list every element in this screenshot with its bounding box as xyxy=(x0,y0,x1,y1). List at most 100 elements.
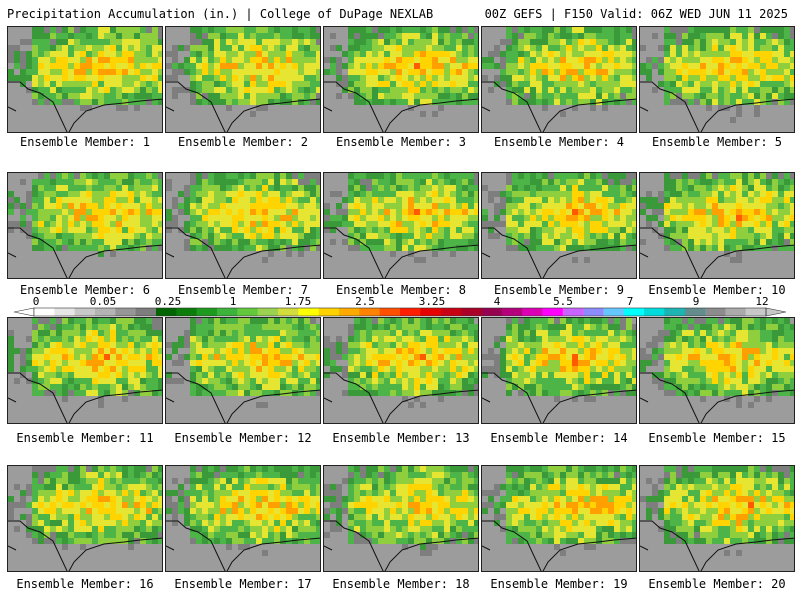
precip-map xyxy=(8,466,162,571)
scale-tick-label: 0.25 xyxy=(154,295,182,308)
scale-swatch xyxy=(339,308,360,316)
precip-map xyxy=(640,318,794,423)
member-label-18: Ensemble Member: 18 xyxy=(332,577,470,591)
scale-swatch xyxy=(623,308,645,316)
member-panel-14 xyxy=(481,317,637,424)
precip-map xyxy=(324,466,478,571)
member-label-16: Ensemble Member: 16 xyxy=(16,577,154,591)
scale-swatch xyxy=(95,308,116,316)
coastline xyxy=(8,520,162,571)
scale-swatch xyxy=(644,308,665,316)
scale-tick-label: 0.05 xyxy=(89,295,117,308)
member-label-3: Ensemble Member: 3 xyxy=(335,135,467,149)
precip-map xyxy=(166,318,320,423)
member-panel-3 xyxy=(323,26,479,133)
member-panel-20 xyxy=(639,465,795,572)
coastline xyxy=(482,81,636,132)
member-panel-16 xyxy=(7,465,163,572)
scale-tick-label: 1 xyxy=(229,295,237,308)
precip-map xyxy=(8,27,162,132)
scale-swatch xyxy=(725,308,747,316)
scale-swatch xyxy=(54,308,76,316)
precip-map xyxy=(482,466,636,571)
scale-swatch xyxy=(74,308,96,316)
coastline xyxy=(324,81,478,132)
member-panel-11 xyxy=(7,317,163,424)
scale-swatch xyxy=(705,308,726,316)
precip-map xyxy=(640,173,794,278)
color-scale-bar xyxy=(13,307,787,317)
precip-map xyxy=(482,173,636,278)
scale-swatch xyxy=(420,308,442,316)
member-label-20: Ensemble Member: 20 xyxy=(648,577,786,591)
precip-map xyxy=(324,318,478,423)
precip-map xyxy=(324,173,478,278)
precip-map xyxy=(482,27,636,132)
precip-map xyxy=(166,27,320,132)
precip-map xyxy=(166,466,320,571)
member-label-14: Ensemble Member: 14 xyxy=(490,431,628,445)
member-panel-18 xyxy=(323,465,479,572)
scale-swatch xyxy=(440,308,462,316)
scale-swatch xyxy=(522,308,543,316)
precip-map xyxy=(640,466,794,571)
coastline xyxy=(640,520,794,571)
scale-tick-label: 7 xyxy=(626,295,634,308)
scale-tick-label: 3.25 xyxy=(418,295,446,308)
member-panel-10 xyxy=(639,172,795,279)
member-label-11: Ensemble Member: 11 xyxy=(16,431,154,445)
coastline xyxy=(166,520,320,571)
member-label-13: Ensemble Member: 13 xyxy=(332,431,470,445)
member-label-4: Ensemble Member: 4 xyxy=(493,135,625,149)
scale-swatch xyxy=(664,308,686,316)
coastline xyxy=(166,81,320,132)
member-panel-15 xyxy=(639,317,795,424)
precip-map xyxy=(166,173,320,278)
member-panel-19 xyxy=(481,465,637,572)
coastline xyxy=(640,81,794,132)
color-scale: 0 0.05 0.25 1 1.75 2.5 3.25 4 5.5 7 9 12 xyxy=(0,295,800,322)
scale-swatch xyxy=(603,308,625,316)
precip-map xyxy=(8,318,162,423)
scale-swatch xyxy=(481,308,503,316)
scale-swatch xyxy=(196,308,218,316)
scale-swatch xyxy=(542,308,564,316)
scale-swatch xyxy=(278,308,299,316)
precip-map xyxy=(8,173,162,278)
scale-swatch xyxy=(156,308,177,316)
member-panel-4 xyxy=(481,26,637,133)
scale-swatch xyxy=(745,308,767,316)
scale-swatch xyxy=(583,308,604,316)
scale-tick-label: 1.75 xyxy=(284,295,312,308)
member-label-17: Ensemble Member: 17 xyxy=(174,577,312,591)
scale-tick-label: 12 xyxy=(755,295,769,308)
valid-time: 00Z GEFS | F150 Valid: 06Z WED JUN 11 20… xyxy=(484,7,788,21)
member-label-7: Ensemble Member: 7 xyxy=(177,283,309,297)
member-label-12: Ensemble Member: 12 xyxy=(174,431,312,445)
scale-swatch xyxy=(176,308,198,316)
scale-swatch xyxy=(400,308,421,316)
coastline xyxy=(482,372,636,423)
member-panel-5 xyxy=(639,26,795,133)
member-label-10: Ensemble Member: 10 xyxy=(648,283,786,297)
member-label-2: Ensemble Member: 2 xyxy=(177,135,309,149)
scale-left-arrow xyxy=(13,307,35,317)
scale-tick-label: 4 xyxy=(493,295,501,308)
coastline xyxy=(324,227,478,278)
scale-swatch xyxy=(34,308,55,316)
member-panel-13 xyxy=(323,317,479,424)
coastline xyxy=(482,227,636,278)
product-title: Precipitation Accumulation (in.) | Colle… xyxy=(7,7,434,21)
member-panel-1 xyxy=(7,26,163,133)
member-label-15: Ensemble Member: 15 xyxy=(648,431,786,445)
coastline xyxy=(324,372,478,423)
scale-swatch xyxy=(217,308,238,316)
scale-swatch xyxy=(379,308,401,316)
coastline xyxy=(640,227,794,278)
scale-swatch xyxy=(461,308,482,316)
member-label-5: Ensemble Member: 5 xyxy=(651,135,783,149)
member-label-19: Ensemble Member: 19 xyxy=(490,577,628,591)
member-label-6: Ensemble Member: 6 xyxy=(19,283,151,297)
scale-swatch xyxy=(135,308,157,316)
scale-swatch xyxy=(318,308,340,316)
